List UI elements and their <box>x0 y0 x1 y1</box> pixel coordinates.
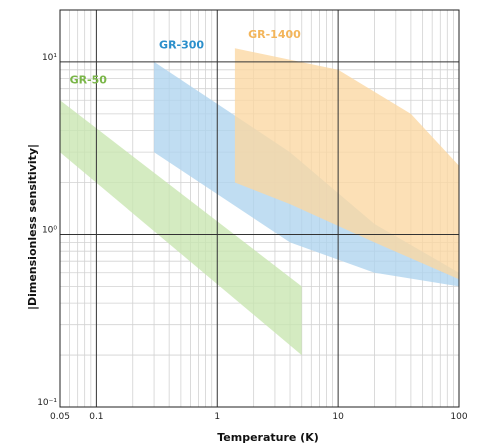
x-tick-label: 1 <box>214 412 220 422</box>
y-tick-label: 10¹ <box>42 53 57 63</box>
x-tick-label: 0.1 <box>89 412 103 422</box>
y-tick-label: 10⁰ <box>42 225 57 235</box>
series-label-gr-300: GR-300 <box>159 38 204 51</box>
tick-labels: 0.05 0.1 1 10 100 10⁻¹ 10⁰ 10¹ <box>37 53 468 422</box>
series-layer <box>60 48 459 356</box>
plot-frame <box>59 9 460 408</box>
series-label-gr-50: GR-50 <box>70 73 108 86</box>
series-band-gr-1400 <box>234 48 459 280</box>
x-tick-label: 100 <box>450 412 467 422</box>
series-band-gr-50 <box>60 100 302 356</box>
series-labels: GR-50 GR-300 GR-1400 <box>70 28 302 87</box>
series-label-gr-1400: GR-1400 <box>248 28 301 41</box>
x-axis-title: Temperature (K) <box>217 431 319 444</box>
y-tick-label: 10⁻¹ <box>37 398 57 408</box>
x-tick-label: 0.05 <box>50 412 70 422</box>
y-axis-title: |Dimensionless sensitivity| <box>26 144 39 310</box>
x-tick-label: 10 <box>332 412 344 422</box>
major-grid <box>60 10 459 407</box>
